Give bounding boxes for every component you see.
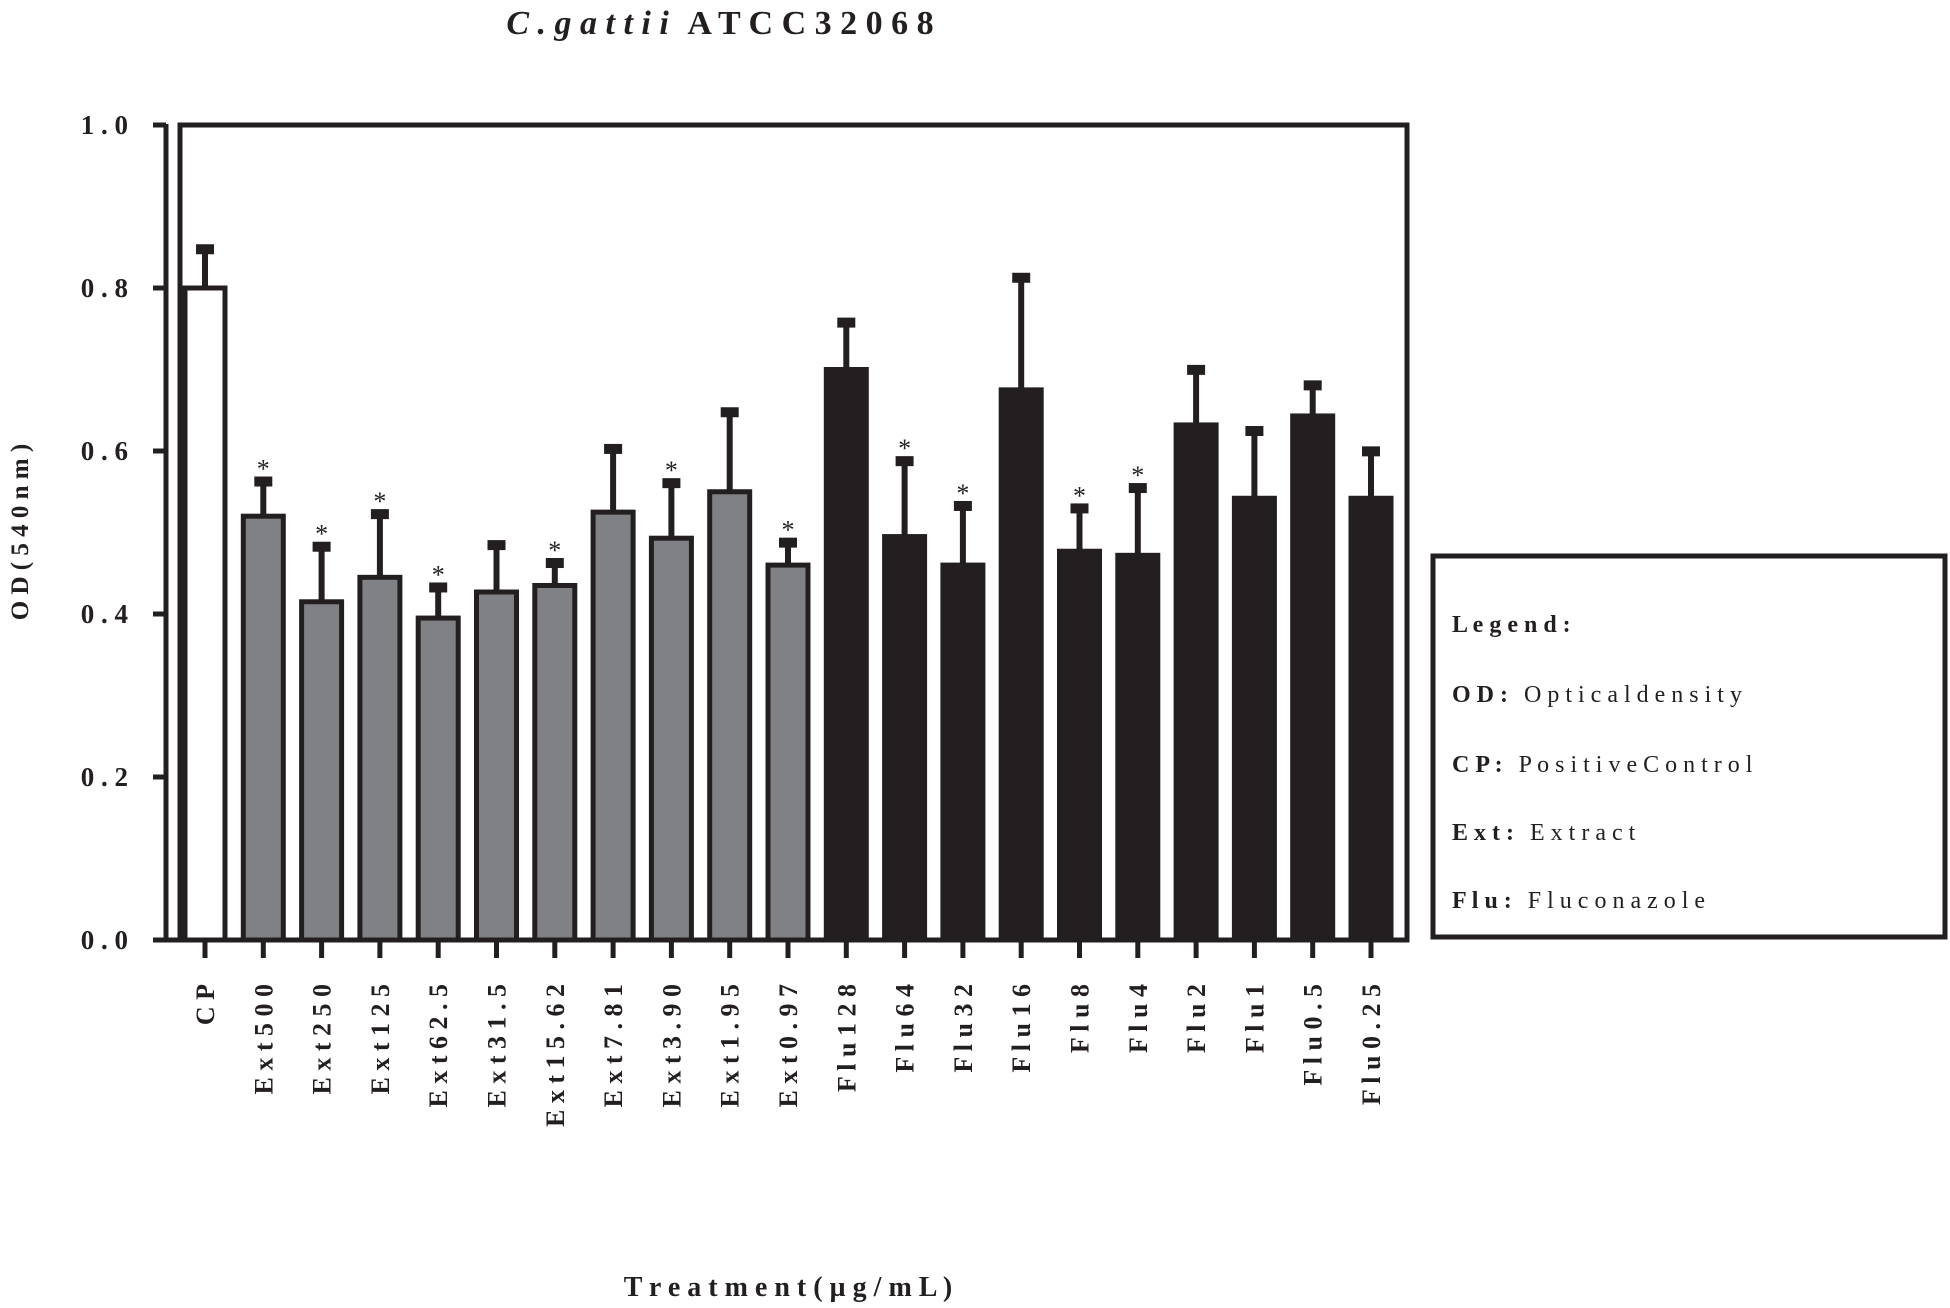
x-tick-label: F l u 1 6 <box>1007 984 1036 1073</box>
chart-title: C . g a t t i i A T C C 3 2 0 6 8 <box>506 5 933 42</box>
error-cap <box>1012 272 1031 283</box>
significance-marker: * <box>956 479 969 508</box>
y-tick-label: 0 . 0 <box>81 925 128 955</box>
error-cap <box>254 476 273 487</box>
chart-title-rest: A T C C 3 2 0 6 8 <box>687 5 933 42</box>
legend-entry-ext: E x t : E x t r a c t <box>1452 820 1636 846</box>
x-tick-label: F l u 1 <box>1240 984 1269 1053</box>
x-tick-label: E x t 3 1 . 5 <box>483 984 512 1108</box>
x-tick-label: F l u 2 <box>1182 984 1211 1053</box>
error-cap <box>1303 380 1322 391</box>
error-cap <box>1128 483 1147 494</box>
bar <box>299 599 345 943</box>
significance-marker: * <box>373 487 386 516</box>
bar <box>823 367 869 943</box>
error-cap <box>312 541 331 552</box>
error-cap <box>895 456 914 467</box>
bar <box>1057 548 1102 943</box>
bar <box>882 534 928 943</box>
x-tick-label: E x t 1 2 5 <box>366 984 395 1095</box>
x-tick-label: C P <box>191 984 220 1025</box>
error-cap <box>779 537 797 548</box>
significance-marker: * <box>665 456 678 485</box>
legend-title: L e g e n d : <box>1452 612 1571 638</box>
significance-marker: * <box>1073 481 1086 510</box>
bar <box>648 535 694 943</box>
bar <box>707 489 753 943</box>
x-tick-label: F l u 3 2 <box>949 984 978 1073</box>
bar <box>474 589 519 943</box>
y-tick-label: 0 . 2 <box>81 762 128 792</box>
legend: L e g e n d : O D : O p t i c a l d e n … <box>1430 553 1948 940</box>
error-cap <box>196 244 214 255</box>
bar <box>532 582 578 943</box>
significance-marker: * <box>257 455 270 484</box>
y-tick-label: 0 . 8 <box>81 273 128 303</box>
bar <box>940 562 986 943</box>
x-tick-label: E x t 0 . 9 7 <box>774 984 803 1108</box>
y-tick-label: 0 . 4 <box>81 599 128 629</box>
legend-entry-od: O D : O p t i c a l d e n s i t y <box>1452 682 1742 708</box>
error-cap <box>953 500 972 511</box>
x-tick-label: E x t 7 . 8 1 <box>599 984 628 1108</box>
bar <box>182 285 228 943</box>
error-cap <box>1245 425 1264 436</box>
y-tick-label: 0 . 6 <box>81 436 128 466</box>
error-cap <box>1070 503 1089 514</box>
y-tick-label: 1 . 0 <box>81 110 128 140</box>
error-cap <box>837 317 856 328</box>
x-tick-label: E x t 5 0 0 <box>249 984 278 1095</box>
bar <box>1290 413 1336 943</box>
bar <box>1115 552 1161 943</box>
bar <box>1348 495 1394 943</box>
error-cap <box>370 509 389 520</box>
chart-title-italic: C . g a t t i i <box>506 5 669 42</box>
error-cap <box>662 478 681 489</box>
x-tick-label: F l u 0 . 2 5 <box>1357 984 1386 1105</box>
error-cap <box>720 407 739 418</box>
x-tick-label: E x t 3 . 9 0 <box>657 984 686 1108</box>
x-axis-label: T r e a t m e n t ( µ g / m L ) <box>624 1272 953 1303</box>
significance-marker: * <box>432 560 445 589</box>
legend-entry-cp: C P : P o s i t i v e C o n t r o l <box>1452 752 1753 778</box>
bar <box>998 387 1044 943</box>
significance-marker: * <box>898 434 911 463</box>
x-tick-label: E x t 1 5 . 6 2 <box>541 984 570 1127</box>
x-tick-label: E x t 2 5 0 <box>308 984 337 1095</box>
error-cap <box>429 582 448 593</box>
plot-area: 0 . 0 0 . 2 0 . 4 0 . 6 0 . 8 1 . 0 C P * E x t … <box>81 110 1410 1127</box>
legend-entry-flu: F l u : F l u c o n a z o l e <box>1452 888 1705 914</box>
error-cap <box>545 558 564 569</box>
significance-marker: * <box>1131 461 1144 490</box>
bar <box>1231 495 1277 943</box>
x-tick-label: F l u 0 . 5 <box>1299 984 1328 1086</box>
x-tick-label: F l u 4 <box>1124 984 1153 1053</box>
significance-marker: * <box>315 520 328 549</box>
error-cap <box>1362 446 1380 457</box>
bar <box>357 574 403 943</box>
legend-box <box>1430 553 1948 940</box>
x-tick-label: F l u 8 <box>1066 984 1095 1053</box>
x-tick-label: E x t 6 2 . 5 <box>424 984 453 1108</box>
bar <box>1173 422 1219 943</box>
bar <box>590 509 636 943</box>
x-tick-label: E x t 1 . 9 5 <box>716 984 745 1108</box>
significance-marker: * <box>548 536 561 565</box>
error-cap <box>1187 364 1206 375</box>
error-cap <box>487 540 506 551</box>
y-axis-label: O D ( 5 4 0 n m ) <box>7 444 34 620</box>
error-cap <box>604 443 623 454</box>
bar <box>765 562 811 943</box>
bar <box>415 615 461 943</box>
x-tick-label: F l u 1 2 8 <box>832 984 861 1092</box>
x-tick-label: F l u 6 4 <box>891 984 920 1073</box>
significance-marker: * <box>782 516 795 545</box>
bar <box>240 513 286 943</box>
